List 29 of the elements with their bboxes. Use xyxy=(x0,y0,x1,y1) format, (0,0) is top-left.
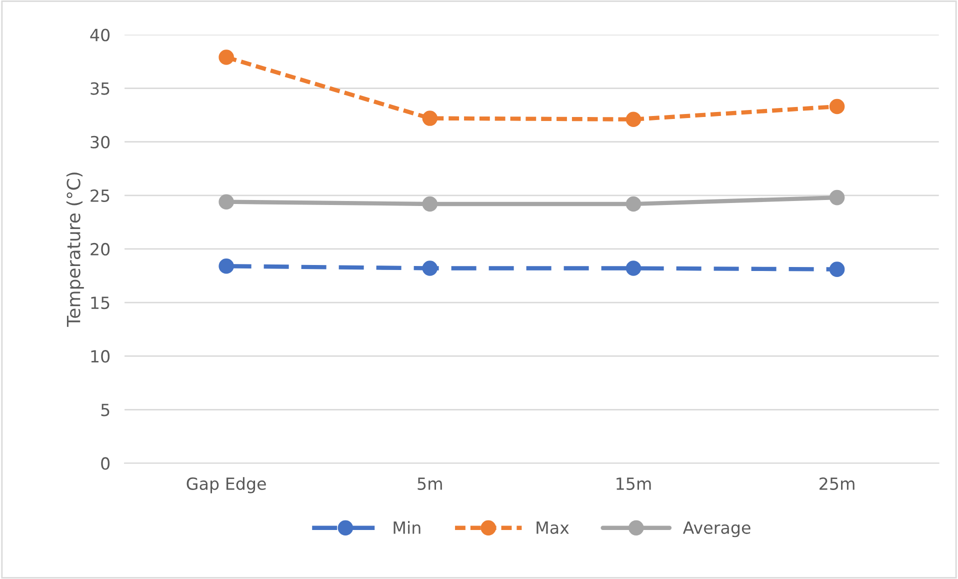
y-tick-label: 15 xyxy=(91,296,110,310)
x-tick-label: 25m xyxy=(820,477,854,490)
y-tick-label: 35 xyxy=(90,82,110,95)
point xyxy=(218,258,234,274)
point xyxy=(626,260,642,276)
point xyxy=(829,98,845,114)
point xyxy=(626,112,642,127)
y-axis-title: Temperature (°C) xyxy=(66,172,84,327)
point xyxy=(829,190,845,206)
y-tick-label: 5 xyxy=(101,404,110,416)
legend-label: Average xyxy=(682,522,750,538)
x-tick-label: Gap Edge xyxy=(186,477,266,494)
point xyxy=(829,262,845,277)
x-tick-label: 15m xyxy=(616,478,651,490)
y-tick-label: 10 xyxy=(91,350,110,363)
x-tick-label: 5m xyxy=(418,478,442,490)
point xyxy=(626,196,642,212)
y-tick-label: 40 xyxy=(90,28,110,42)
point xyxy=(218,50,234,65)
point xyxy=(422,196,438,212)
y-tick-label: 25 xyxy=(90,189,110,202)
point xyxy=(218,194,234,210)
y-tick-label: 30 xyxy=(90,136,110,148)
legend-label: Max xyxy=(536,522,569,534)
y-tick-label: 20 xyxy=(90,242,110,256)
point xyxy=(422,110,438,126)
point xyxy=(422,260,438,276)
legend-label: Min xyxy=(394,521,420,534)
y-tick-label: 0 xyxy=(101,457,110,470)
